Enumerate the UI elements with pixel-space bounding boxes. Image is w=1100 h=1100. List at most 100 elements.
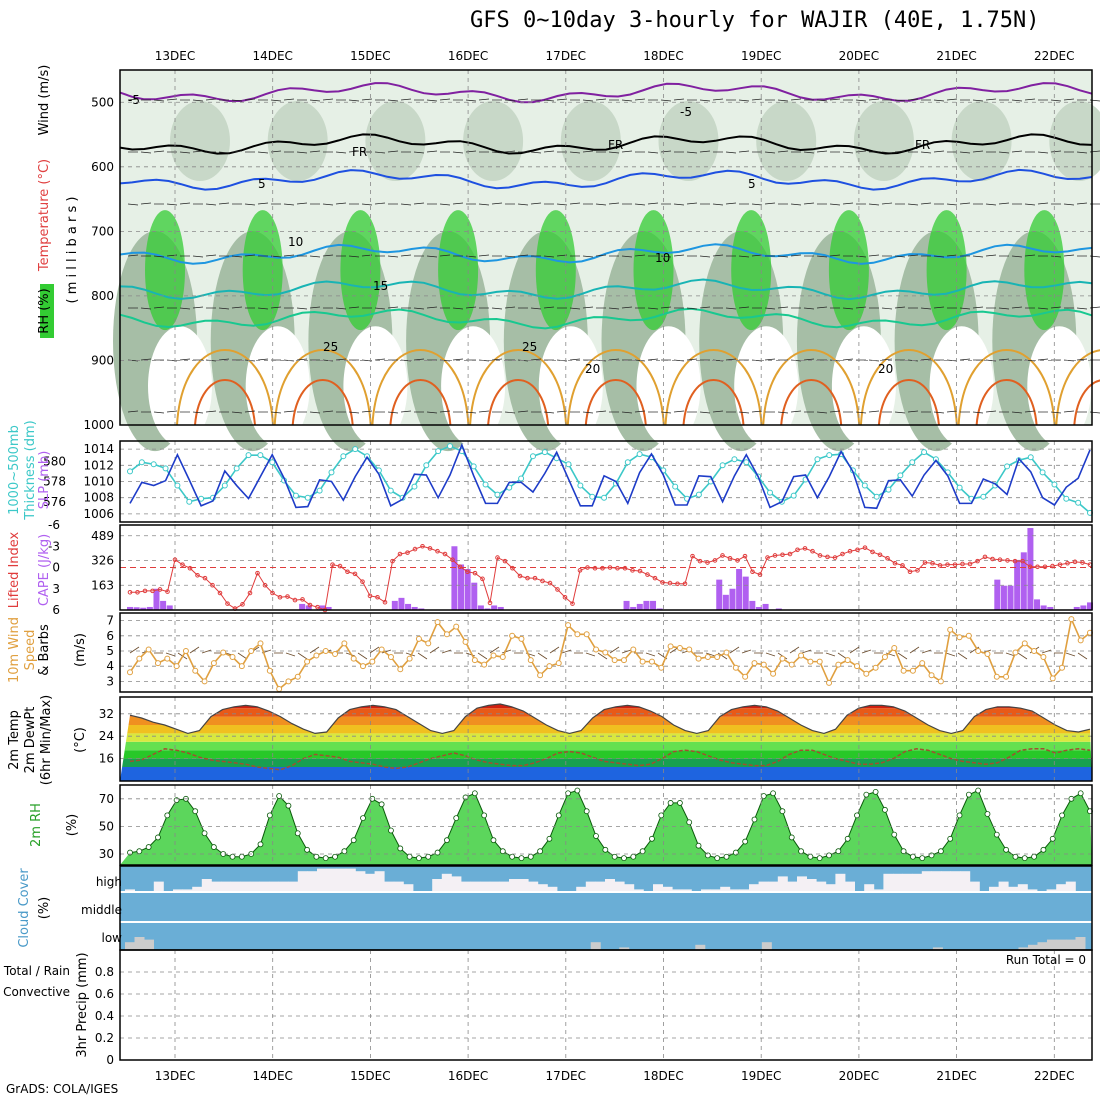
wind-speed-point	[453, 623, 460, 630]
cape-bar	[650, 600, 657, 610]
isotherm-30-line	[194, 379, 256, 426]
cloud-high-bar	[1046, 889, 1057, 892]
upper-wind-barb	[283, 203, 295, 206]
surface-wind-barb	[969, 646, 980, 654]
upper-wind-barb	[647, 151, 659, 154]
rh2m-point	[350, 837, 357, 844]
cloud-low-bar	[1056, 939, 1067, 950]
upper-wind-barb	[192, 306, 204, 309]
upper-wind-barb	[920, 202, 932, 205]
upper-wind-barb	[244, 254, 256, 257]
lifted-index-point	[420, 543, 425, 549]
upper-wind-barb	[933, 255, 945, 258]
upper-wind-barb	[270, 411, 282, 414]
rh2m-point	[742, 838, 749, 845]
rh2m-point	[155, 834, 161, 841]
wind-speed-point	[1003, 673, 1010, 680]
thickness-point	[245, 452, 252, 459]
rh-high-region	[535, 210, 576, 331]
wind-speed-point	[956, 634, 963, 641]
wind-speed-point	[788, 661, 795, 668]
bottom-date-label: 14DEC	[252, 1069, 292, 1083]
upper-wind-barb	[309, 99, 321, 102]
temperature-axis-label: Temperature (°C)	[37, 159, 52, 272]
upper-wind-barb	[842, 358, 854, 361]
temp2m-axis-label: 2m Temp	[7, 710, 22, 770]
cloud-high-bar	[873, 889, 884, 892]
rh2m-point	[285, 802, 292, 809]
upper-wind-barb	[296, 202, 308, 205]
lifted-index-point	[690, 553, 695, 559]
upper-wind-barb	[530, 151, 542, 154]
isotherm-label: FR	[608, 138, 623, 152]
wind-speed-point	[1031, 647, 1038, 654]
cloud-high-bar	[1008, 886, 1019, 892]
rh2m-point	[667, 800, 674, 806]
isotherm-25-line	[566, 349, 665, 426]
upper-wind-barb	[829, 410, 841, 413]
rh2m-point	[658, 812, 665, 819]
isotherm-30-line	[780, 379, 843, 426]
lifted-index-point	[742, 553, 748, 559]
upper-wind-barb	[816, 255, 828, 258]
rh2m-point	[621, 855, 627, 862]
upper-wind-barb	[153, 255, 165, 258]
lifted-index-point	[727, 555, 733, 561]
lifted-index-point	[802, 546, 808, 551]
thickness-point	[186, 498, 193, 505]
cloud-high-bar	[624, 884, 635, 892]
upper-wind-barb	[803, 358, 815, 361]
cloud-high-bar	[393, 881, 404, 892]
thickness-point	[624, 459, 631, 466]
cape-bar	[319, 605, 325, 610]
cloud-high-bar	[672, 889, 683, 892]
cape-bar	[630, 606, 637, 610]
cape-bar	[643, 600, 650, 610]
surface-wind-barb	[765, 652, 776, 657]
isotherm-30-line	[584, 379, 647, 426]
cloud-high-bar	[384, 881, 395, 892]
upper-wind-barb	[959, 307, 971, 310]
upper-wind-barb	[582, 306, 594, 309]
upper-wind-barb	[933, 99, 945, 102]
lifted-index-point	[765, 555, 770, 560]
cape-bar	[497, 606, 504, 610]
lifted-index-point	[225, 601, 230, 606]
cloud-low-bar	[932, 947, 943, 950]
wind-speed-point	[294, 673, 301, 680]
upper-wind-barb	[231, 306, 243, 309]
rh2m-point	[807, 853, 814, 860]
wind-speed-point	[518, 635, 525, 642]
rh2m-point	[760, 793, 767, 799]
cloud-high-bar	[864, 884, 875, 892]
surface-wind-barb	[609, 646, 620, 654]
lifted-index-point	[412, 546, 418, 552]
wind-speed-point	[1077, 637, 1084, 644]
thickness-point	[494, 491, 501, 498]
upper-wind-barb	[218, 202, 230, 205]
upper-wind-barb	[504, 255, 516, 258]
rh2m-point	[1031, 853, 1037, 860]
upper-wind-barb	[790, 98, 802, 101]
rh2m-point	[192, 808, 199, 815]
wind-speed-point	[415, 635, 422, 642]
lifted-frame	[119, 524, 1093, 611]
lifted-index-point	[510, 565, 515, 571]
lifted-index-point	[210, 582, 215, 588]
lifted-index-point	[1020, 558, 1025, 564]
rh-contour-region	[756, 101, 817, 181]
isotherm-label: FR	[915, 138, 930, 152]
lifted-tick-label: -6	[48, 518, 60, 532]
thickness-point	[340, 453, 347, 460]
upper-wind-barb	[972, 411, 984, 414]
surface-wind-barb	[957, 652, 968, 660]
run-total-label: Run Total = 0	[1006, 953, 1086, 967]
upper-wind-barb	[322, 203, 334, 206]
upper-wind-barb	[608, 151, 620, 154]
upper-wind-barb	[218, 358, 230, 361]
upper-wind-barb	[1024, 410, 1036, 413]
upper-wind-barb	[1076, 307, 1088, 310]
upper-wind-barb	[959, 151, 971, 154]
upper-wind-barb	[842, 307, 854, 310]
rh-dry-region	[734, 326, 799, 447]
